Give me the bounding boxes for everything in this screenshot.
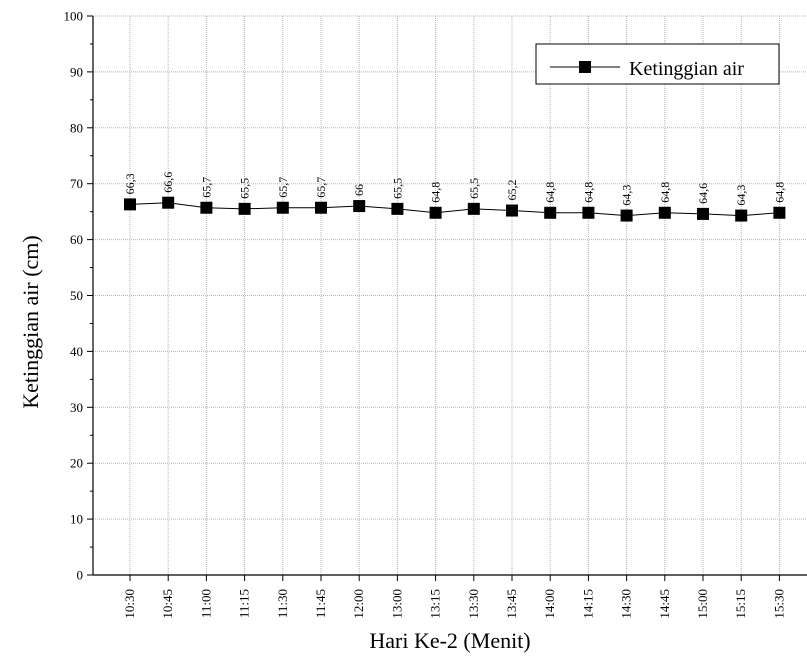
data-point-marker: [353, 200, 366, 213]
data-point-marker: [200, 201, 213, 214]
y-axis-ticks: 0 10 20 30 40 50 60 70 80 90 100: [64, 9, 93, 583]
data-point-marker: [315, 201, 327, 214]
data-label: 65,5: [390, 178, 404, 199]
legend: Ketinggian air: [535, 43, 780, 85]
data-label: 65,7: [314, 177, 328, 198]
data-label: 65,7: [276, 177, 290, 198]
data-label: 64,3: [620, 185, 634, 206]
y-tick-label: 100: [64, 9, 84, 24]
y-tick-label: 10: [70, 512, 83, 527]
data-label: 64,6: [696, 183, 710, 204]
data-point-marker: [124, 198, 136, 211]
x-tick-label: 15:15: [733, 589, 748, 619]
series-group: [124, 196, 786, 222]
y-tick-label: 30: [70, 400, 83, 415]
data-point-marker: [162, 196, 175, 209]
y-tick-label: 70: [70, 176, 83, 191]
data-point-marker: [773, 206, 786, 219]
x-tick-label: 13:45: [504, 589, 519, 619]
data-point-marker: [276, 201, 289, 214]
x-tick-label: 14:15: [580, 589, 595, 619]
y-tick-label: 90: [70, 64, 83, 79]
x-tick-label: 11:00: [198, 589, 213, 618]
data-label: 65,7: [199, 177, 213, 198]
x-tick-label: 13:00: [389, 589, 404, 619]
x-axis-title: Hari Ke-2 (Menit): [369, 628, 530, 653]
x-tick-label: 10:30: [122, 589, 137, 619]
grid-lines: [93, 15, 807, 575]
legend-marker: [579, 61, 591, 73]
data-point-marker: [467, 202, 480, 215]
x-tick-label: 14:45: [657, 589, 672, 619]
data-label: 64,8: [658, 182, 672, 203]
data-label: 65,2: [505, 180, 519, 201]
x-tick-label: 14:00: [542, 589, 557, 619]
x-tick-label: 13:30: [466, 589, 481, 619]
data-label: 65,5: [467, 178, 481, 199]
data-point-marker: [238, 202, 251, 215]
data-label: 64,8: [543, 182, 557, 203]
y-tick-label: 0: [77, 568, 84, 583]
data-point-marker: [620, 209, 633, 222]
x-tick-label: 10:45: [160, 589, 175, 619]
x-tick-label: 11:45: [313, 589, 328, 618]
series-line: [129, 202, 780, 217]
data-point-marker: [506, 204, 518, 217]
x-tick-label: 14:30: [619, 589, 634, 619]
y-tick-label: 20: [70, 456, 83, 471]
data-point-marker: [429, 206, 442, 219]
data-label: 64,8: [772, 182, 786, 203]
data-point-marker: [658, 206, 671, 219]
x-tick-label: 15:00: [695, 589, 710, 619]
data-labels: 66,3 66,6 65,7 65,5 65,7 65,7 66 65,5 64,8 65,5 65…: [123, 172, 786, 206]
y-tick-label: 40: [70, 344, 83, 359]
legend-label: Ketinggian air: [629, 58, 744, 80]
data-point-marker: [735, 209, 748, 222]
data-point-marker: [582, 206, 595, 219]
data-label: 64,8: [581, 182, 595, 203]
data-label: 66,3: [123, 173, 137, 194]
x-tick-label: 13:15: [428, 589, 443, 619]
legend-box: [535, 43, 780, 85]
x-tick-label: 11:15: [237, 589, 252, 618]
y-tick-label: 50: [70, 288, 83, 303]
data-point-marker: [544, 206, 557, 219]
data-label: 64,3: [734, 185, 748, 206]
data-label: 65,5: [238, 178, 252, 199]
data-label: 66,6: [161, 172, 175, 193]
y-axis-title: Ketinggian air (cm): [18, 235, 43, 409]
y-tick-label: 80: [70, 120, 83, 135]
data-label: 66: [352, 184, 366, 196]
x-tick-label: 11:30: [275, 589, 290, 618]
x-tick-label: 15:30: [771, 589, 786, 619]
data-point-marker: [697, 207, 709, 220]
x-axis-ticks: 10:30 10:45 11:00 11:15 11:30 11:45 12:00 13:00…: [122, 575, 786, 619]
x-tick-label: 12:00: [351, 589, 366, 619]
data-label: 64,8: [429, 182, 443, 203]
data-point-marker: [391, 202, 404, 215]
y-tick-label: 60: [70, 232, 83, 247]
